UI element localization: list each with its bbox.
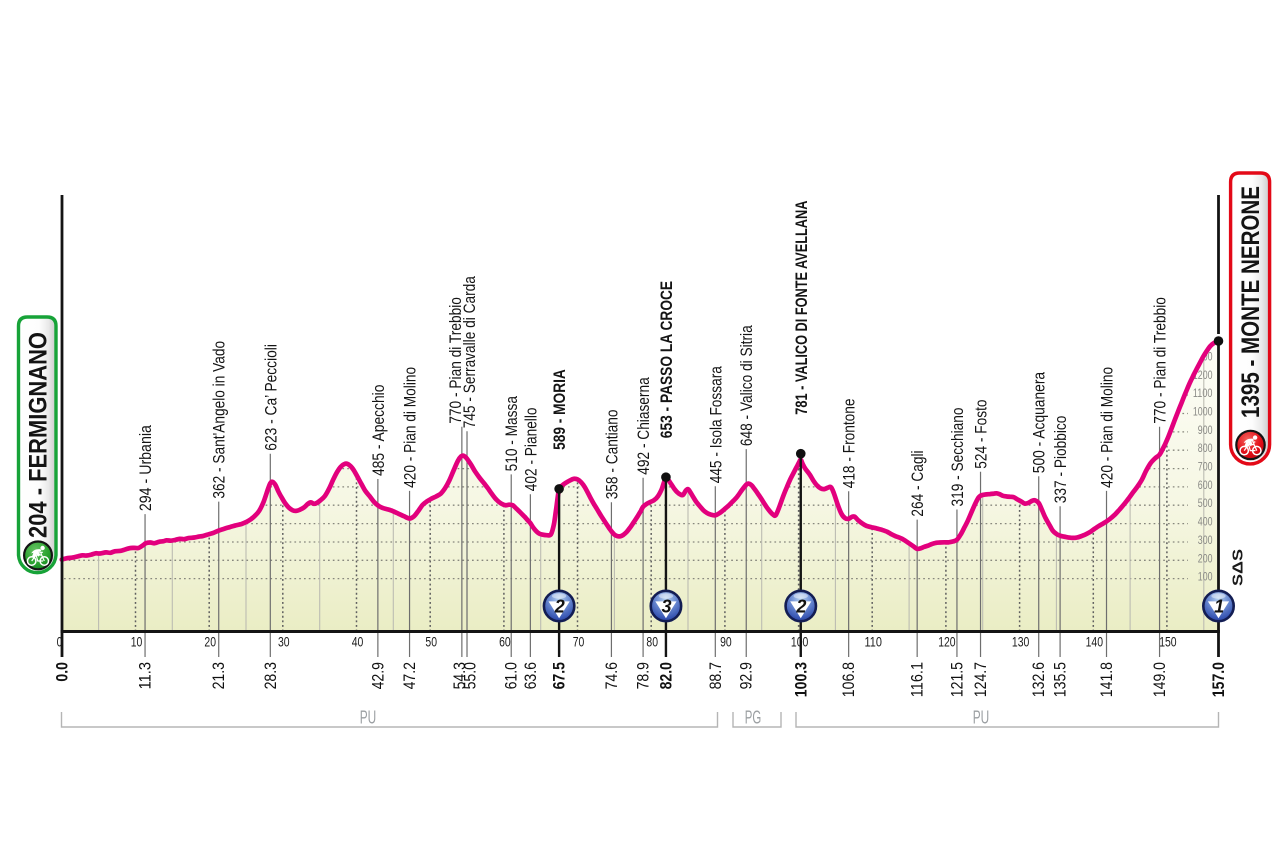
svg-text:500 - Acquanera: 500 - Acquanera	[1031, 371, 1049, 473]
svg-text:653 - PASSO LA CROCE: 653 - PASSO LA CROCE	[658, 281, 676, 438]
svg-text:157.0: 157.0	[1210, 662, 1228, 697]
svg-text:PG: PG	[745, 707, 762, 728]
svg-text:150: 150	[1159, 634, 1177, 650]
svg-text:70: 70	[573, 634, 585, 650]
svg-text:PU: PU	[973, 707, 990, 728]
svg-text:40: 40	[352, 634, 364, 650]
svg-text:140: 140	[1086, 634, 1104, 650]
svg-text:124.7: 124.7	[972, 662, 990, 697]
svg-text:92.9: 92.9	[738, 662, 756, 689]
svg-text:420 - Pian di Molino: 420 - Pian di Molino	[1099, 367, 1117, 488]
svg-text:648 - Valico di Sitria: 648 - Valico di Sitria	[738, 325, 756, 446]
svg-text:402 - Pianello: 402 - Pianello	[522, 408, 540, 492]
svg-text:319 - Secchiano: 319 - Secchiano	[949, 408, 967, 507]
svg-text:510 - Massa: 510 - Massa	[503, 395, 521, 471]
svg-text:418 - Frontone: 418 - Frontone	[841, 399, 859, 489]
svg-text:74.6: 74.6	[603, 662, 621, 689]
svg-text:2: 2	[554, 597, 565, 617]
svg-text:337 - Piobbico: 337 - Piobbico	[1052, 416, 1070, 504]
svg-text:20: 20	[204, 634, 216, 650]
svg-text:524 - Fosto: 524 - Fosto	[973, 400, 991, 469]
svg-text:100: 100	[1198, 570, 1213, 584]
svg-text:900: 900	[1198, 423, 1213, 437]
svg-text:200: 200	[1198, 551, 1213, 565]
svg-text:11.3: 11.3	[137, 662, 155, 689]
svg-text:770 - Pian di Trebbio: 770 - Pian di Trebbio	[1152, 297, 1170, 424]
svg-text:420 - Pian di Molino: 420 - Pian di Molino	[402, 367, 420, 488]
svg-text:589 - MORIA: 589 - MORIA	[551, 369, 569, 450]
svg-text:445 - Isola Fossara: 445 - Isola Fossara	[707, 365, 725, 483]
svg-text:623 - Ca’ Peccioli: 623 - Ca’ Peccioli	[262, 344, 280, 451]
svg-text:10: 10	[131, 634, 143, 650]
svg-text:300: 300	[1198, 533, 1213, 547]
svg-text:28.3: 28.3	[262, 662, 280, 689]
svg-text:80: 80	[646, 634, 658, 650]
svg-text:135.5: 135.5	[1052, 662, 1070, 697]
svg-text:55.0: 55.0	[461, 662, 479, 689]
svg-text:67.5: 67.5	[551, 662, 569, 689]
svg-text:800: 800	[1198, 441, 1213, 455]
svg-text:1000: 1000	[1193, 405, 1213, 419]
svg-text:600: 600	[1198, 478, 1213, 492]
svg-text:120: 120	[938, 634, 956, 650]
svg-text:54.3: 54.3	[451, 662, 469, 689]
svg-text:121.5: 121.5	[948, 662, 966, 697]
svg-text:362 - Sant'Angelo in Vado: 362 - Sant'Angelo in Vado	[211, 341, 229, 499]
svg-text:700: 700	[1198, 460, 1213, 474]
svg-text:132.6: 132.6	[1030, 662, 1048, 697]
svg-text:42.9: 42.9	[369, 662, 387, 689]
svg-text:100.3: 100.3	[792, 662, 810, 697]
svg-text:21.3: 21.3	[210, 662, 228, 689]
svg-text:SΔS: SΔS	[1230, 549, 1247, 586]
svg-text:110: 110	[865, 634, 883, 650]
svg-text:294 - Urbania: 294 - Urbania	[137, 424, 155, 511]
svg-text:0.0: 0.0	[53, 662, 71, 682]
svg-text:264 - Cagli: 264 - Cagli	[909, 450, 927, 516]
svg-text:141.8: 141.8	[1098, 662, 1116, 697]
svg-text:1395 - MONTE NERONE: 1395 - MONTE NERONE	[1237, 186, 1265, 418]
svg-text:30: 30	[278, 634, 290, 650]
svg-text:50: 50	[425, 634, 437, 650]
svg-text:60: 60	[499, 634, 511, 650]
svg-text:116.1: 116.1	[909, 662, 927, 697]
svg-text:485 - Apecchio: 485 - Apecchio	[370, 385, 388, 476]
svg-text:1100: 1100	[1193, 386, 1213, 400]
svg-text:500: 500	[1198, 496, 1213, 510]
svg-text:78.9: 78.9	[635, 662, 653, 689]
svg-text:0: 0	[57, 634, 63, 650]
svg-text:358 - Cantiano: 358 - Cantiano	[603, 410, 621, 500]
svg-text:204 - FERMIGNANO: 204 - FERMIGNANO	[24, 332, 52, 538]
svg-text:492 - Chiaserna: 492 - Chiaserna	[635, 377, 653, 475]
svg-text:770 - Pian di Trebbio: 770 - Pian di Trebbio	[447, 297, 465, 424]
svg-text:82.0: 82.0	[657, 662, 675, 689]
svg-text:3: 3	[662, 597, 672, 617]
svg-text:1: 1	[1214, 597, 1224, 617]
svg-text:400: 400	[1198, 515, 1213, 529]
svg-text:63.6: 63.6	[522, 662, 540, 689]
svg-text:PU: PU	[360, 707, 377, 728]
svg-text:130: 130	[1012, 634, 1030, 650]
svg-text:61.0: 61.0	[503, 662, 521, 689]
svg-text:149.0: 149.0	[1151, 662, 1169, 697]
svg-text:781 - VALICO DI FONTE AVELLANA: 781 - VALICO DI FONTE AVELLANA	[793, 201, 811, 415]
svg-text:47.2: 47.2	[401, 662, 419, 689]
svg-text:745 - Serravalle di Carda: 745 - Serravalle di Carda	[461, 275, 479, 428]
svg-text:88.7: 88.7	[707, 662, 725, 689]
svg-text:90: 90	[720, 634, 732, 650]
svg-text:106.8: 106.8	[840, 662, 858, 697]
svg-text:2: 2	[795, 597, 806, 617]
